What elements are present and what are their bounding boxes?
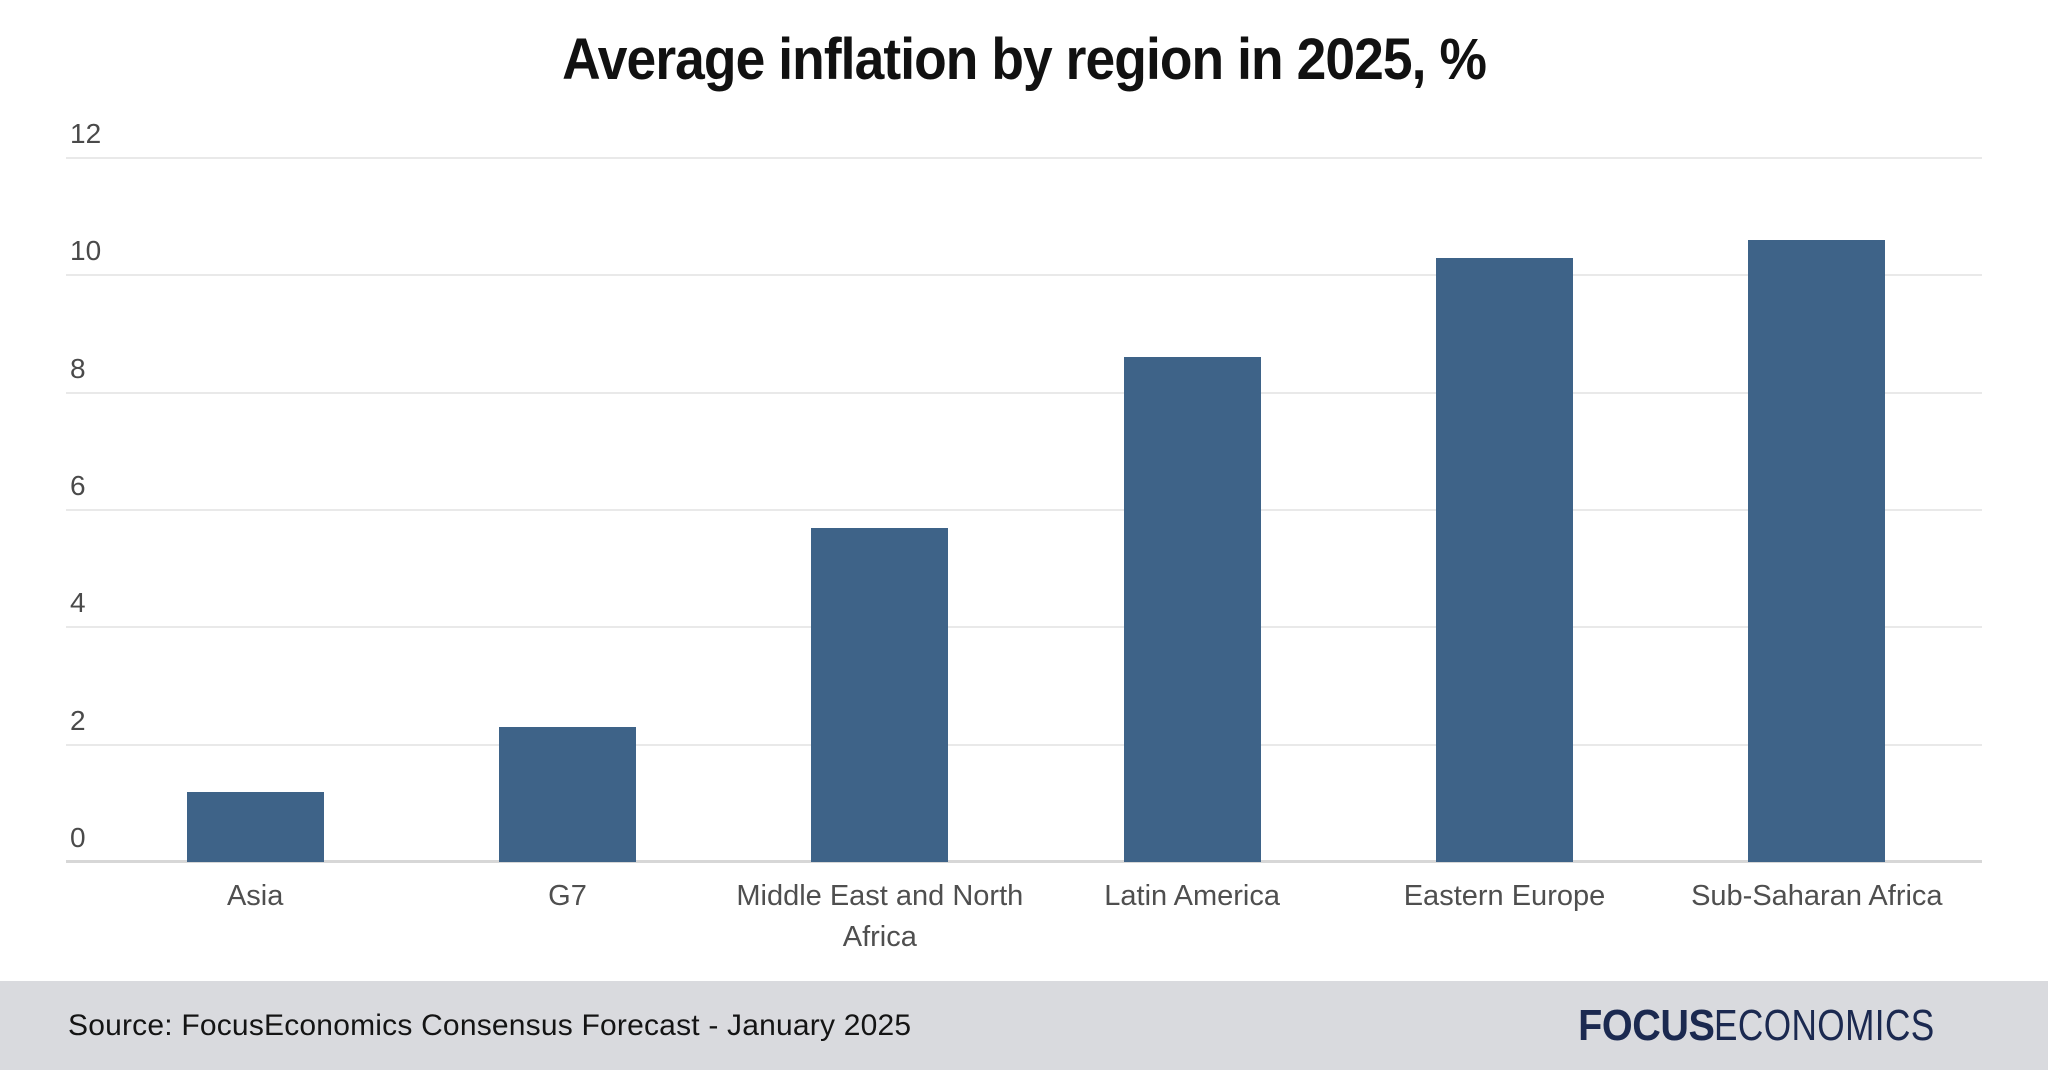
bar-eastern-europe [1435, 257, 1573, 862]
y-tick-label-4: 4 [70, 587, 86, 619]
x-label-g7: G7 [548, 880, 587, 912]
y-tick-label-0: 0 [70, 822, 86, 853]
gridline-2 [66, 743, 1982, 746]
logo-text-focus: FOCUS [1577, 1000, 1715, 1050]
bar-column-sub-saharan-africa [1661, 158, 1973, 862]
bar-sub-saharan-africa [1748, 240, 1886, 862]
y-tick-label-12: 12 [70, 118, 102, 149]
footer-bar: Source: FocusEconomics Consensus Forecas… [0, 981, 2048, 1070]
gridline-0 [66, 860, 1982, 863]
x-label-middle-east-and-north-africa: Middle East and North Africa [736, 880, 1024, 953]
x-label-latin-america: Latin America [1104, 880, 1280, 912]
bar-column-eastern-europe [1348, 158, 1660, 862]
bar-column-g7 [411, 158, 723, 862]
chart-header: Average inflation by region in 2025, % [0, 26, 2048, 93]
logo-text-economics: ECONOMICS [1714, 1000, 1935, 1050]
bar-latin-america [1123, 357, 1261, 862]
gridline-10 [66, 274, 1982, 277]
bar-asia [186, 791, 324, 862]
y-tick-label-8: 8 [70, 352, 86, 384]
x-axis-labels: Asia G7 Middle East and North Africa Latin … [99, 876, 1973, 957]
bar-column-middle-east-and-north-africa [724, 158, 1036, 862]
x-label-asia: Asia [226, 880, 284, 912]
gridlines-layer: 0 2 4 6 8 10 12 [66, 120, 1982, 863]
x-label-sub-saharan-africa: Sub-Saharan Africa [1691, 880, 1943, 912]
y-tick-label-2: 2 [70, 704, 86, 736]
gridline-4 [66, 626, 1982, 629]
source-note: Source: FocusEconomics Consensus Forecas… [68, 1008, 912, 1042]
gridline-12 [66, 157, 1982, 159]
focuseconomics-logo: FOCUS ECONOMICS [1563, 1001, 1990, 1051]
y-tick-label-6: 6 [70, 470, 86, 501]
y-tick-label-10: 10 [70, 235, 102, 267]
bars-layer [99, 158, 1973, 862]
bar-middle-east-and-north-africa [811, 527, 949, 862]
gridline-8 [66, 391, 1982, 394]
bar-g7 [498, 727, 636, 862]
plot-area: 0 2 4 6 8 10 12 [0, 120, 2048, 863]
bar-column-latin-america [1036, 158, 1348, 862]
chart-title: Average inflation by region in 2025, % [562, 27, 1487, 92]
gridline-6 [66, 509, 1982, 511]
bar-column-asia [99, 158, 411, 862]
x-label-eastern-europe: Eastern Europe [1403, 880, 1606, 912]
